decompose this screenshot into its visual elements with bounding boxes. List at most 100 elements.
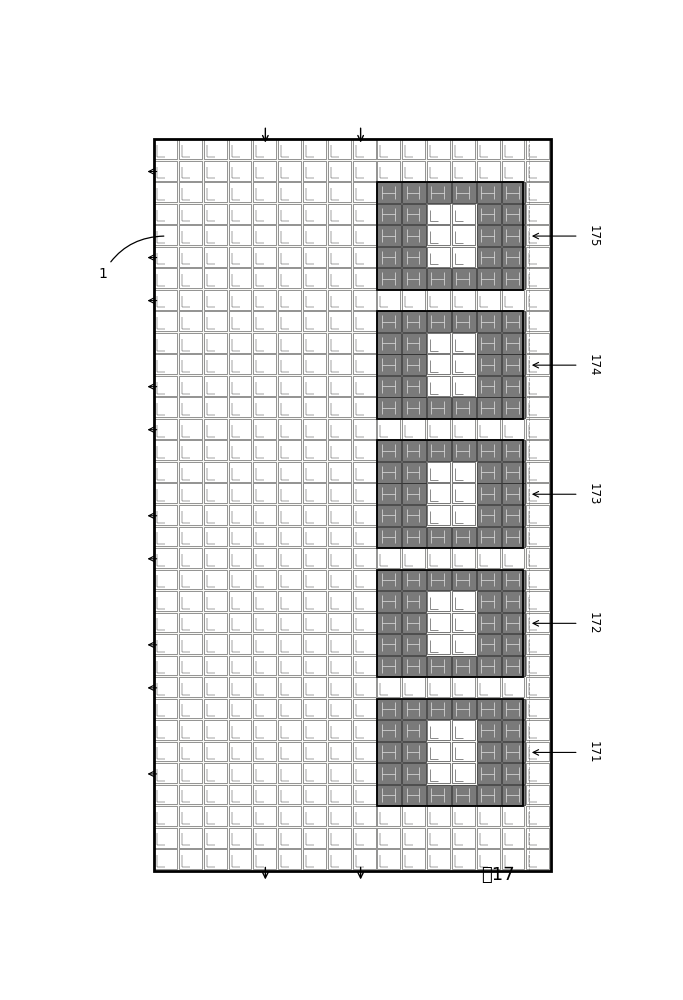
Bar — [179, 806, 202, 826]
Bar — [154, 548, 177, 568]
Bar — [179, 634, 202, 654]
Bar — [378, 204, 402, 224]
Bar — [278, 763, 301, 783]
Bar — [303, 182, 326, 202]
Bar — [402, 376, 426, 397]
Bar — [253, 591, 276, 611]
Bar — [278, 204, 301, 224]
Bar — [501, 419, 525, 439]
Bar — [477, 699, 501, 719]
Bar — [352, 204, 376, 224]
Bar — [527, 720, 549, 740]
Bar — [253, 527, 276, 546]
Bar — [477, 613, 501, 633]
Bar — [154, 247, 177, 267]
Bar — [154, 806, 177, 826]
Bar — [427, 462, 450, 482]
Bar — [402, 613, 426, 633]
Bar — [154, 419, 177, 439]
Bar — [303, 828, 326, 848]
Bar — [427, 720, 450, 740]
Bar — [253, 505, 276, 525]
Bar — [204, 462, 227, 482]
Bar — [204, 763, 227, 783]
Bar — [352, 849, 376, 869]
Bar — [328, 613, 350, 632]
Bar — [427, 828, 450, 848]
Bar — [229, 268, 251, 288]
Bar — [527, 699, 549, 718]
Bar — [402, 634, 426, 655]
Bar — [378, 828, 400, 848]
Bar — [303, 419, 326, 439]
Bar — [278, 419, 301, 439]
Bar — [154, 742, 177, 761]
Bar — [477, 397, 501, 418]
Bar — [501, 290, 525, 310]
Bar — [378, 505, 402, 526]
Bar — [427, 656, 451, 676]
Bar — [179, 505, 202, 525]
Bar — [179, 397, 202, 417]
Bar — [303, 440, 326, 460]
Bar — [527, 483, 549, 503]
Bar — [378, 634, 402, 655]
Text: 173: 173 — [587, 483, 600, 505]
Bar — [378, 354, 402, 375]
Bar — [253, 247, 276, 267]
Bar — [328, 483, 350, 503]
Bar — [427, 505, 450, 525]
Bar — [501, 742, 525, 762]
Bar — [328, 505, 350, 525]
Text: 171: 171 — [587, 741, 600, 764]
Bar — [501, 570, 525, 590]
Bar — [378, 419, 400, 439]
Bar — [527, 527, 549, 546]
Bar — [352, 268, 376, 288]
Bar — [229, 527, 251, 546]
Bar — [527, 763, 549, 783]
Bar — [303, 849, 326, 869]
Bar — [378, 742, 402, 762]
Bar — [229, 699, 251, 718]
Bar — [427, 483, 450, 503]
Bar — [253, 806, 276, 826]
Bar — [253, 483, 276, 503]
Bar — [278, 570, 301, 589]
Bar — [452, 785, 476, 805]
Bar — [427, 397, 451, 418]
Bar — [179, 419, 202, 439]
Bar — [328, 849, 350, 869]
Bar — [204, 656, 227, 675]
Bar — [204, 505, 227, 525]
Bar — [179, 161, 202, 181]
Bar — [452, 354, 475, 374]
Bar — [278, 591, 301, 611]
Bar — [477, 548, 499, 568]
Bar — [427, 849, 450, 869]
Bar — [253, 161, 276, 181]
Bar — [501, 333, 525, 354]
Bar — [328, 290, 350, 310]
Bar — [427, 419, 450, 439]
Bar — [204, 591, 227, 611]
Bar — [477, 505, 501, 526]
Bar — [352, 139, 376, 159]
Bar — [452, 225, 475, 245]
Bar — [501, 397, 525, 418]
Bar — [378, 139, 400, 159]
Bar — [527, 570, 549, 589]
Bar — [477, 419, 499, 439]
Bar — [427, 311, 451, 332]
Bar — [278, 548, 301, 568]
Bar — [179, 570, 202, 589]
Bar — [477, 527, 501, 547]
Bar — [501, 548, 525, 568]
Bar — [352, 591, 376, 611]
Bar — [378, 397, 402, 418]
Bar — [477, 806, 499, 826]
Bar — [378, 268, 402, 289]
Bar — [303, 311, 326, 331]
Bar — [253, 828, 276, 848]
Bar — [229, 720, 251, 740]
